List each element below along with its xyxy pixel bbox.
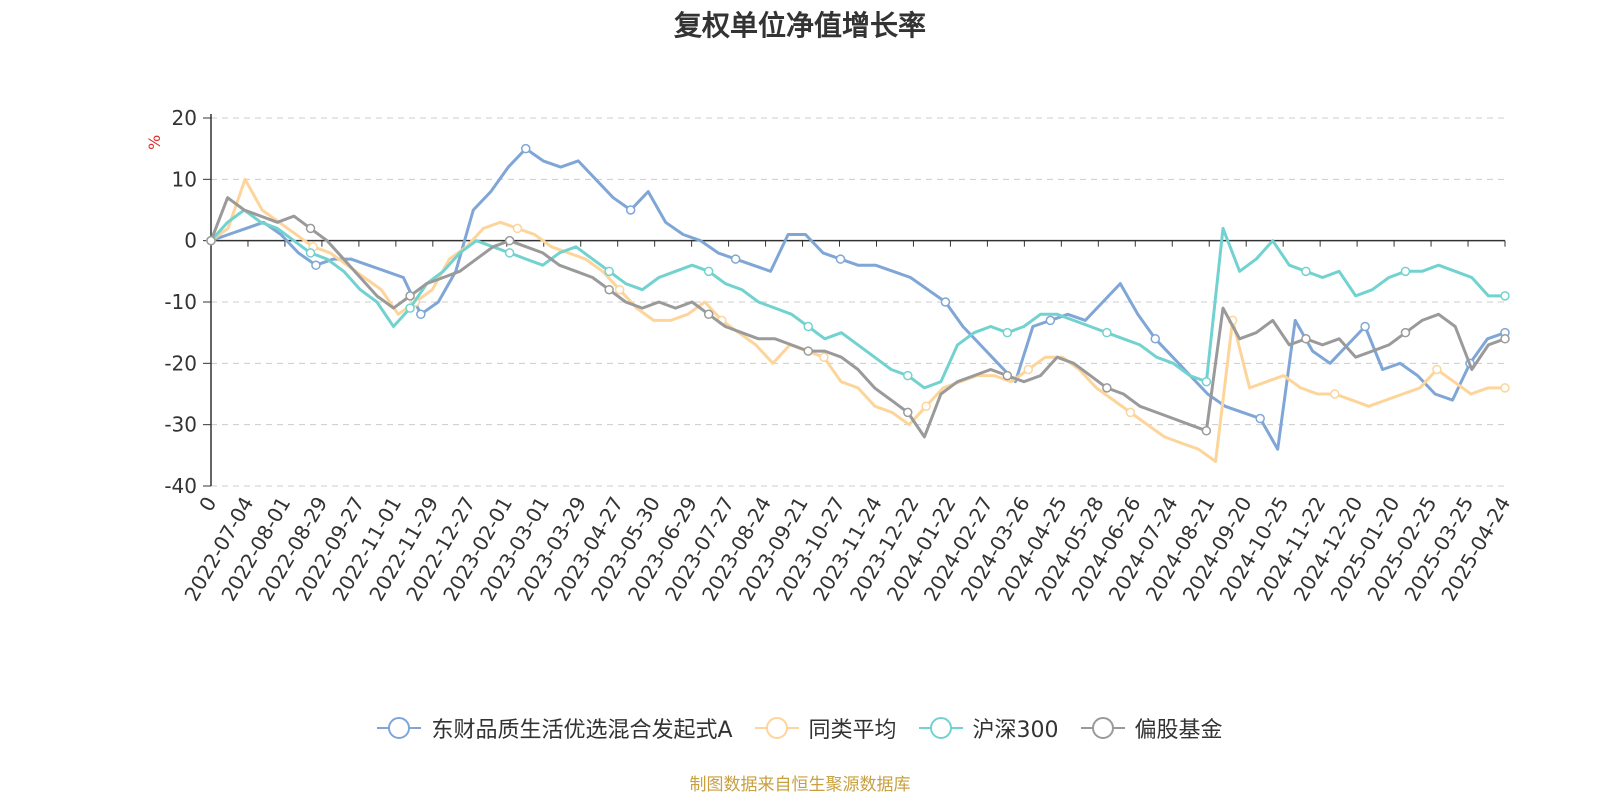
series-point xyxy=(1201,376,1212,387)
legend: 东财品质生活优选混合发起式A 同类平均 沪深300 偏股基金 xyxy=(0,712,1600,744)
series-point xyxy=(311,260,321,270)
series-point xyxy=(1432,364,1442,375)
y-tick-label: -30 xyxy=(164,413,197,437)
series-point xyxy=(405,303,415,313)
legend-swatch-icon xyxy=(1080,717,1125,739)
series-point xyxy=(703,266,714,277)
legend-label: 同类平均 xyxy=(808,718,897,743)
y-tick-label: 0 xyxy=(184,229,197,253)
x-tick-label: 0 xyxy=(194,493,221,516)
series-point xyxy=(940,297,951,307)
source-note: 制图数据来自恒生聚源数据库 xyxy=(689,775,911,795)
series-point xyxy=(625,205,636,215)
series-point xyxy=(1400,266,1411,277)
series-point xyxy=(730,254,741,264)
series-point xyxy=(921,401,931,412)
series-point xyxy=(604,266,614,277)
legend-swatch-icon xyxy=(377,717,422,739)
y-tick-label: -40 xyxy=(164,474,197,498)
series-point xyxy=(614,284,625,295)
series-point xyxy=(521,143,531,154)
series-point xyxy=(305,248,316,258)
series-lines xyxy=(206,143,1510,463)
series-point xyxy=(416,309,426,320)
series-point xyxy=(903,370,913,381)
chart-title: 复权单位净值增长率 xyxy=(673,9,926,42)
series-point xyxy=(835,254,846,264)
series-point xyxy=(1500,383,1510,393)
legend-swatch-icon xyxy=(918,717,963,739)
series-line xyxy=(209,196,1506,439)
series-point xyxy=(604,284,614,295)
gridlines xyxy=(211,117,1505,487)
legend-label: 沪深300 xyxy=(972,718,1059,743)
legend-item[interactable]: 偏股基金 xyxy=(1080,712,1223,744)
series-point xyxy=(1500,291,1510,301)
legend-label: 东财品质生活优选混合发起式A xyxy=(431,718,733,743)
series-point xyxy=(1045,315,1056,326)
series-point xyxy=(1002,327,1013,338)
axes xyxy=(203,114,1506,487)
y-tick-label: -20 xyxy=(164,351,197,375)
series-point xyxy=(1023,364,1034,375)
series-point xyxy=(1255,413,1265,424)
series-point xyxy=(703,309,714,320)
series-point xyxy=(1150,334,1161,344)
series-point xyxy=(903,407,913,418)
series-point xyxy=(1301,334,1311,344)
y-tick-label: 20 xyxy=(172,106,197,130)
legend-swatch-icon xyxy=(754,717,799,739)
series-point xyxy=(512,223,523,234)
y-tick-label: -10 xyxy=(164,290,197,314)
series-point xyxy=(1329,389,1340,399)
series-point xyxy=(819,352,829,362)
series-point xyxy=(1102,327,1112,338)
series-point xyxy=(1102,383,1112,393)
series-point xyxy=(305,223,316,234)
series-point xyxy=(1360,321,1370,332)
series-point xyxy=(504,235,515,246)
series-point xyxy=(1500,334,1510,344)
series-point xyxy=(803,346,813,356)
series-point xyxy=(1301,266,1311,277)
series-point xyxy=(1201,426,1212,436)
legend-item[interactable]: 同类平均 xyxy=(754,712,897,744)
series-point xyxy=(1002,370,1013,381)
series-point xyxy=(206,235,216,246)
legend-item[interactable]: 东财品质生活优选混合发起式A xyxy=(377,712,733,744)
series-point xyxy=(405,291,415,301)
legend-item[interactable]: 沪深300 xyxy=(918,712,1059,744)
series-line xyxy=(210,177,1505,463)
series-line xyxy=(210,147,1506,451)
legend-label: 偏股基金 xyxy=(1134,718,1223,743)
series-point xyxy=(803,321,813,332)
y-tick-label: 10 xyxy=(172,167,197,191)
series-point xyxy=(504,248,515,258)
series-point xyxy=(1400,327,1411,338)
series-point xyxy=(1125,407,1136,418)
